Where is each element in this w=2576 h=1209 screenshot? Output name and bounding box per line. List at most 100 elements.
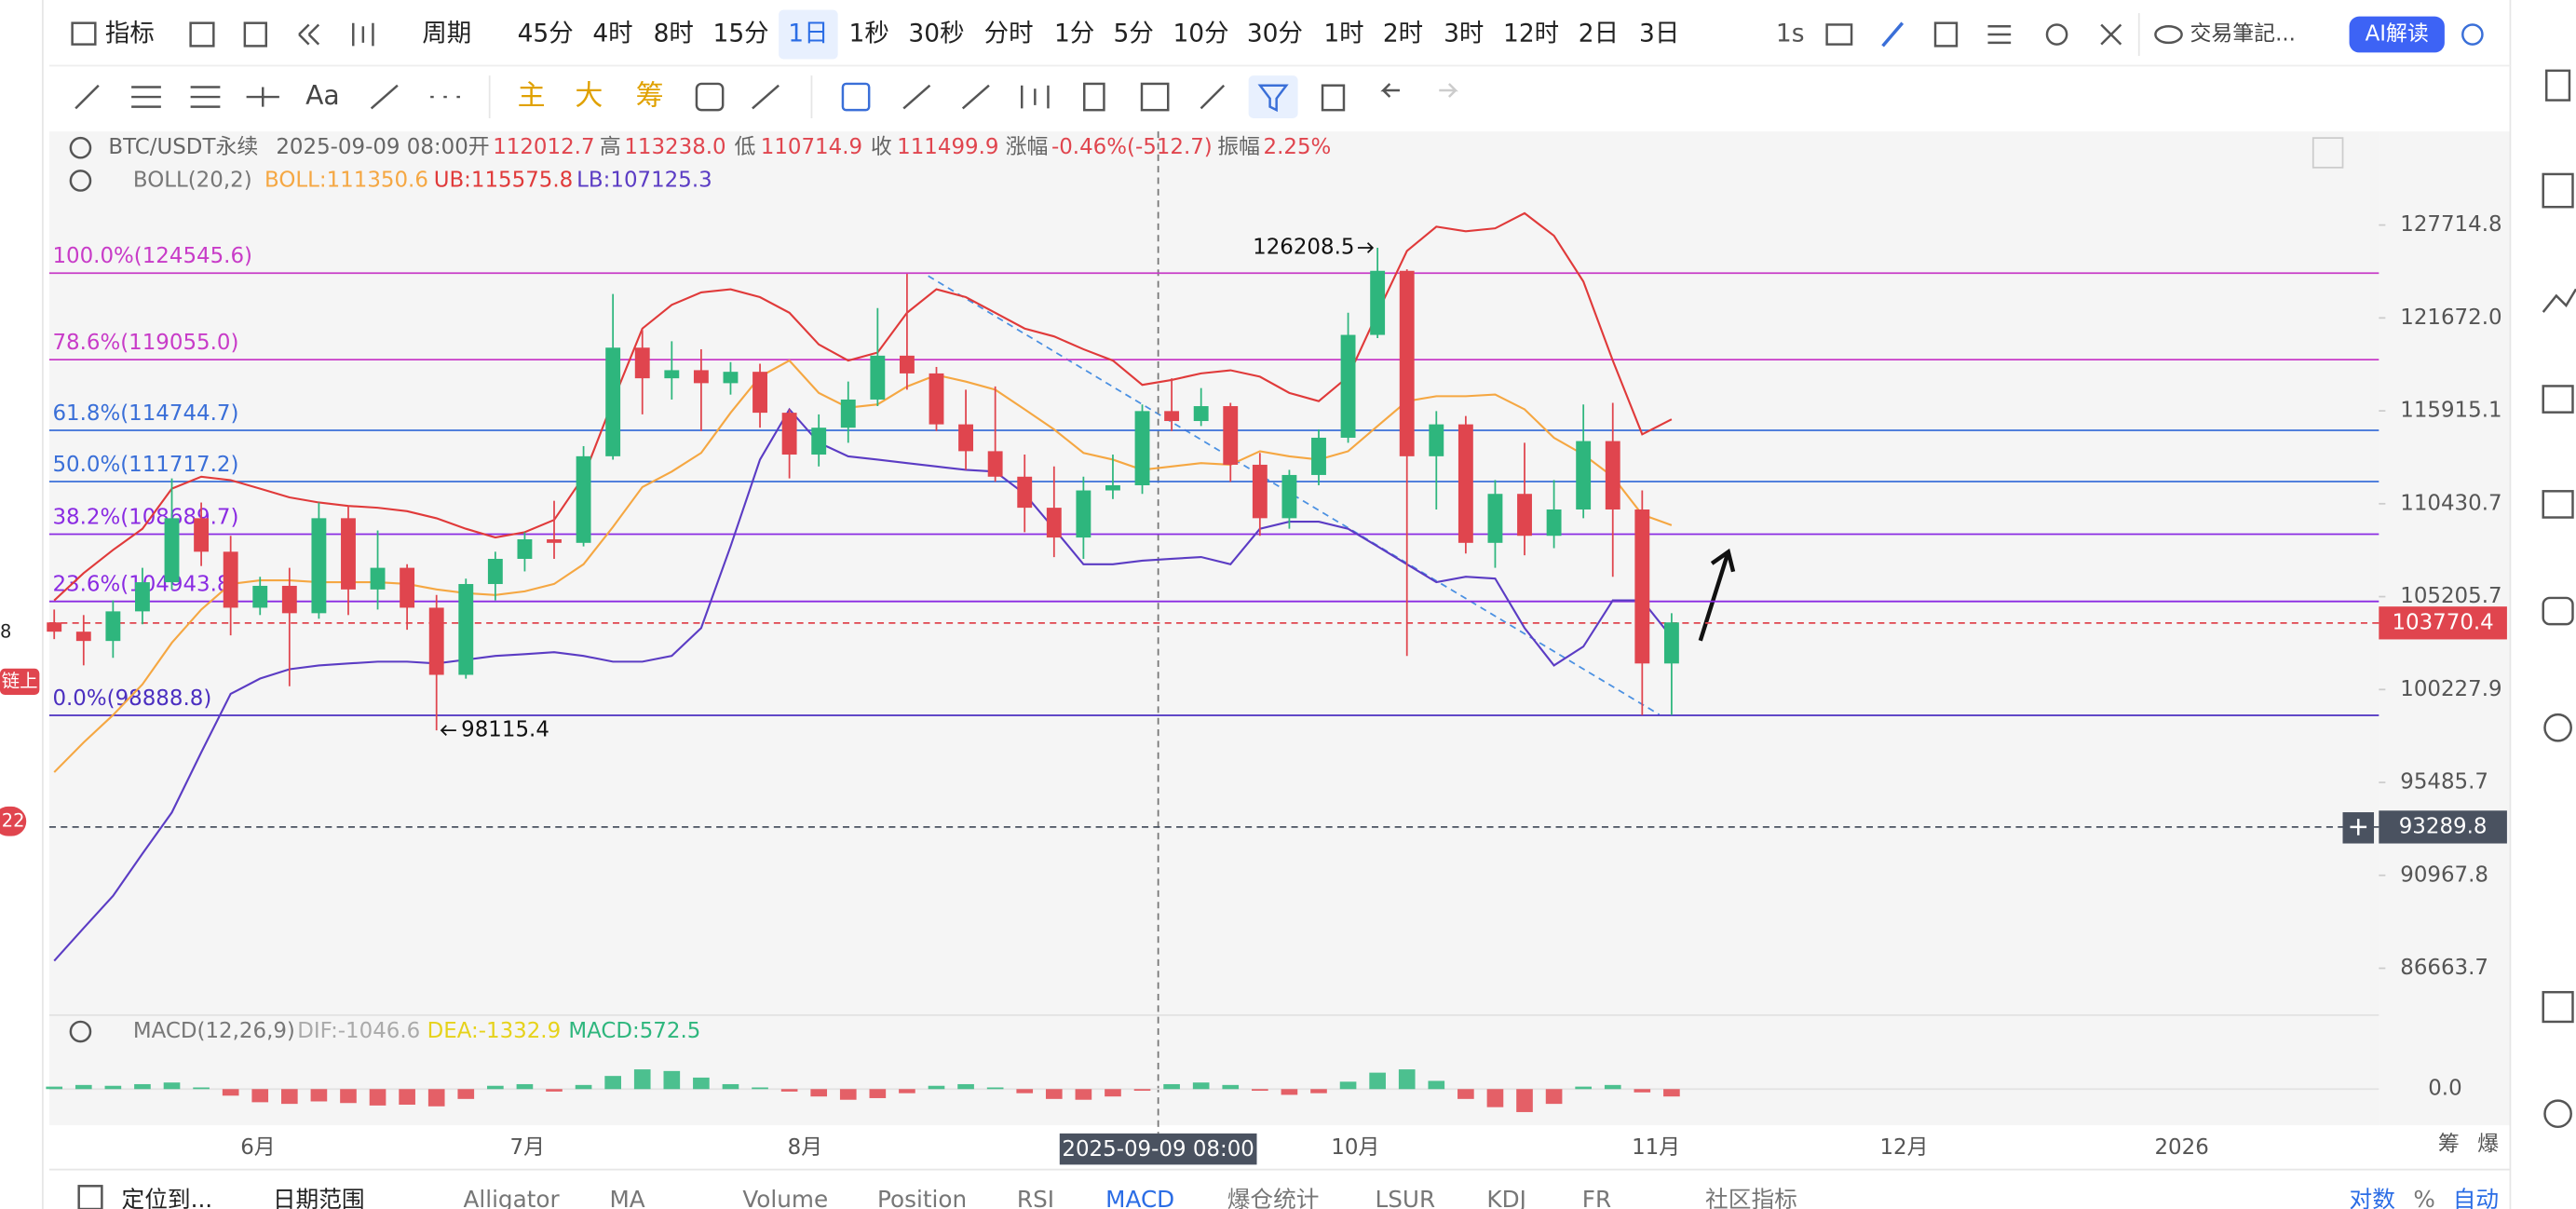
candle-body bbox=[164, 518, 180, 583]
sync-tool[interactable] bbox=[695, 82, 725, 112]
text-tool[interactable]: Aa bbox=[305, 80, 340, 111]
interval-button[interactable]: 30分 bbox=[1247, 20, 1303, 48]
collapse-icon[interactable] bbox=[69, 136, 92, 159]
sidebar-icon[interactable] bbox=[2542, 172, 2574, 209]
sidebar-icon[interactable] bbox=[2542, 490, 2574, 519]
indicator-tab[interactable]: MA bbox=[609, 1186, 644, 1209]
sidebar-icon[interactable] bbox=[2542, 596, 2574, 626]
legend-time: 2025-09-09 08:00 bbox=[276, 135, 468, 159]
candle-type-icon[interactable] bbox=[352, 22, 374, 47]
interval-button[interactable]: 4时 bbox=[592, 20, 632, 48]
collapse-icon[interactable] bbox=[69, 1020, 92, 1043]
axis-corner[interactable]: 筹 bbox=[2438, 1133, 2460, 1157]
macd-bar bbox=[1545, 1089, 1563, 1105]
legend-label: 振幅 bbox=[1217, 135, 1260, 159]
share-icon[interactable] bbox=[2461, 23, 2484, 46]
axis-corner[interactable]: 爆 bbox=[2477, 1133, 2499, 1157]
filter-tool[interactable] bbox=[1257, 84, 1289, 113]
parallel-tool[interactable] bbox=[131, 86, 161, 108]
macd-bar bbox=[957, 1083, 974, 1090]
interval-button[interactable]: 1分 bbox=[1054, 20, 1094, 48]
undo-tool[interactable] bbox=[1380, 83, 1400, 98]
indicator-tab[interactable]: KDJ bbox=[1486, 1186, 1525, 1209]
indicator-tab[interactable]: 社区指标 bbox=[1705, 1186, 1797, 1209]
indicator-tab[interactable]: Alligator bbox=[463, 1186, 560, 1209]
speed-label[interactable]: 1s bbox=[1776, 20, 1805, 48]
indicator-tab[interactable]: RSI bbox=[1017, 1186, 1054, 1209]
note-tool[interactable] bbox=[1140, 82, 1170, 112]
interval-button[interactable]: 1日 bbox=[788, 20, 828, 48]
percent-toggle[interactable]: % bbox=[2413, 1186, 2434, 1209]
settings-icon[interactable] bbox=[2045, 23, 2068, 46]
magnet-tool[interactable] bbox=[841, 82, 871, 112]
candle-body bbox=[958, 424, 974, 452]
sidebar-icon[interactable] bbox=[2545, 69, 2571, 102]
pen-tool[interactable] bbox=[752, 84, 780, 110]
lock-tool[interactable] bbox=[1083, 82, 1105, 112]
replay-icon[interactable] bbox=[298, 23, 320, 46]
ai-button[interactable] bbox=[2349, 16, 2445, 53]
maximize-icon[interactable] bbox=[2312, 137, 2344, 169]
layout-icon[interactable] bbox=[243, 21, 268, 48]
pattern-tool[interactable] bbox=[1020, 85, 1050, 109]
interval-button[interactable]: 8时 bbox=[654, 20, 694, 48]
interval-button[interactable]: 30秒 bbox=[908, 20, 964, 48]
low-label: 98115.4 bbox=[461, 718, 549, 742]
locate-button[interactable]: 定位到... bbox=[122, 1186, 213, 1209]
interval-button[interactable]: 2日 bbox=[1579, 20, 1619, 48]
sidebar-icon[interactable] bbox=[2543, 713, 2572, 742]
chip[interactable]: 筹 bbox=[636, 80, 664, 113]
sidebar-icon[interactable] bbox=[2542, 990, 2574, 1024]
template-icon[interactable] bbox=[1933, 21, 1959, 48]
horizontal-tool[interactable] bbox=[246, 87, 279, 107]
brush-tool[interactable] bbox=[961, 84, 990, 110]
auto-toggle[interactable]: 自动 bbox=[2453, 1186, 2499, 1209]
indicator-tab[interactable]: Volume bbox=[742, 1186, 828, 1209]
notes-label[interactable]: 交易筆記... bbox=[2190, 22, 2295, 47]
indicator-tab[interactable]: LSUR bbox=[1375, 1186, 1435, 1209]
interval-button[interactable]: 1时 bbox=[1323, 20, 1363, 48]
indicator-button[interactable]: 指标 bbox=[71, 20, 155, 48]
interval-button[interactable]: 12时 bbox=[1503, 20, 1559, 48]
redo-tool[interactable] bbox=[1439, 83, 1458, 98]
period-label[interactable]: 周期 bbox=[422, 20, 471, 48]
trendline-tool[interactable] bbox=[75, 84, 100, 110]
sidebar-icon[interactable] bbox=[2542, 288, 2576, 313]
chip[interactable]: 主 bbox=[518, 80, 546, 113]
ruler-tool[interactable] bbox=[902, 84, 931, 110]
range-button[interactable]: 日期范围 bbox=[273, 1186, 365, 1209]
macd-bar bbox=[752, 1087, 768, 1090]
indicator-tab[interactable]: Position bbox=[877, 1186, 967, 1209]
chart-background bbox=[48, 131, 2379, 1126]
sidebar-icon[interactable] bbox=[2543, 1099, 2572, 1129]
delete-tool[interactable] bbox=[1321, 84, 1346, 112]
interval-button[interactable]: 分时 bbox=[984, 20, 1034, 48]
ray-tool[interactable] bbox=[370, 84, 399, 110]
log-toggle[interactable]: 对数 bbox=[2350, 1186, 2395, 1209]
calendar-icon[interactable] bbox=[189, 21, 215, 48]
indicator-tab[interactable]: 爆仓统计 bbox=[1227, 1186, 1320, 1209]
candle-body bbox=[811, 428, 827, 455]
indicator-tab[interactable]: MACD bbox=[1105, 1186, 1174, 1209]
list-icon[interactable] bbox=[1987, 24, 2012, 45]
fullscreen-icon[interactable] bbox=[2100, 23, 2122, 46]
interval-button[interactable]: 10分 bbox=[1173, 20, 1228, 48]
draw-icon[interactable] bbox=[1881, 21, 1905, 48]
interval-button[interactable]: 2时 bbox=[1383, 20, 1423, 48]
interval-button[interactable]: 5分 bbox=[1114, 20, 1154, 48]
interval-button[interactable]: 3时 bbox=[1444, 20, 1484, 48]
collapse-icon[interactable] bbox=[69, 170, 92, 192]
interval-button[interactable]: 1秒 bbox=[849, 20, 889, 48]
link-tool[interactable] bbox=[1200, 84, 1226, 110]
candle-body bbox=[458, 584, 474, 675]
interval-button[interactable]: 15分 bbox=[713, 20, 769, 48]
channel-tool[interactable] bbox=[190, 86, 221, 108]
macd-bar bbox=[780, 1089, 798, 1092]
camera-icon[interactable] bbox=[1825, 23, 1853, 46]
annotation-arrow[interactable] bbox=[1698, 548, 1736, 642]
sidebar-icon[interactable] bbox=[2542, 385, 2574, 414]
chip[interactable]: 大 bbox=[575, 80, 603, 113]
indicator-tab[interactable]: FR bbox=[1582, 1186, 1611, 1209]
interval-button[interactable]: 45分 bbox=[518, 20, 574, 48]
interval-button[interactable]: 3日 bbox=[1639, 20, 1679, 48]
